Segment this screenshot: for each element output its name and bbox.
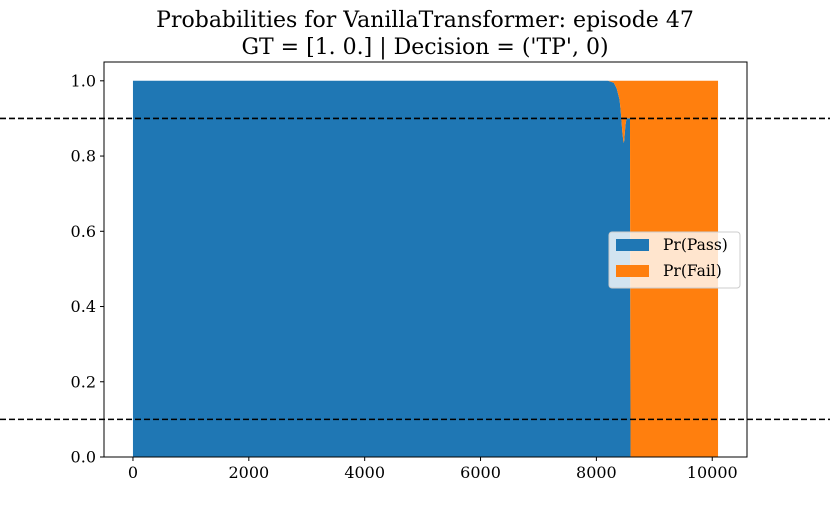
legend-swatch-1 bbox=[616, 265, 649, 277]
x-tick-label: 2000 bbox=[228, 463, 269, 482]
x-tick-label: 6000 bbox=[460, 463, 501, 482]
legend-label-0: Pr(Pass) bbox=[663, 236, 728, 254]
y-tick-label: 1.0 bbox=[71, 71, 96, 90]
legend: Pr(Pass) Pr(Fail) bbox=[608, 231, 741, 289]
y-tick-label: 0.6 bbox=[71, 222, 96, 241]
y-tick-label: 0.8 bbox=[71, 147, 96, 166]
y-tick-label: 0.0 bbox=[71, 448, 96, 467]
area-series-0 bbox=[132, 80, 719, 457]
legend-swatch-0 bbox=[616, 239, 649, 251]
y-axis: 0.0 0.2 0.4 0.6 0.8 1.0 bbox=[71, 71, 104, 467]
chart-subtitle: GT = [1. 0.] | Decision = ('TP', 0) bbox=[241, 35, 608, 60]
x-tick-label: 10000 bbox=[687, 463, 738, 482]
x-tick-label: 8000 bbox=[576, 463, 617, 482]
axes-frame bbox=[103, 61, 748, 458]
chart-title: Probabilities for VanillaTransformer: ep… bbox=[156, 8, 694, 33]
y-tick-label: 0.4 bbox=[71, 297, 96, 316]
x-tick-label: 4000 bbox=[344, 463, 385, 482]
legend-label-1: Pr(Fail) bbox=[663, 262, 722, 280]
threshold-lines bbox=[0, 117, 830, 421]
x-axis: 0 2000 4000 6000 8000 10000 bbox=[128, 457, 738, 482]
x-tick-label: 0 bbox=[128, 463, 138, 482]
y-tick-label: 0.2 bbox=[71, 372, 96, 391]
